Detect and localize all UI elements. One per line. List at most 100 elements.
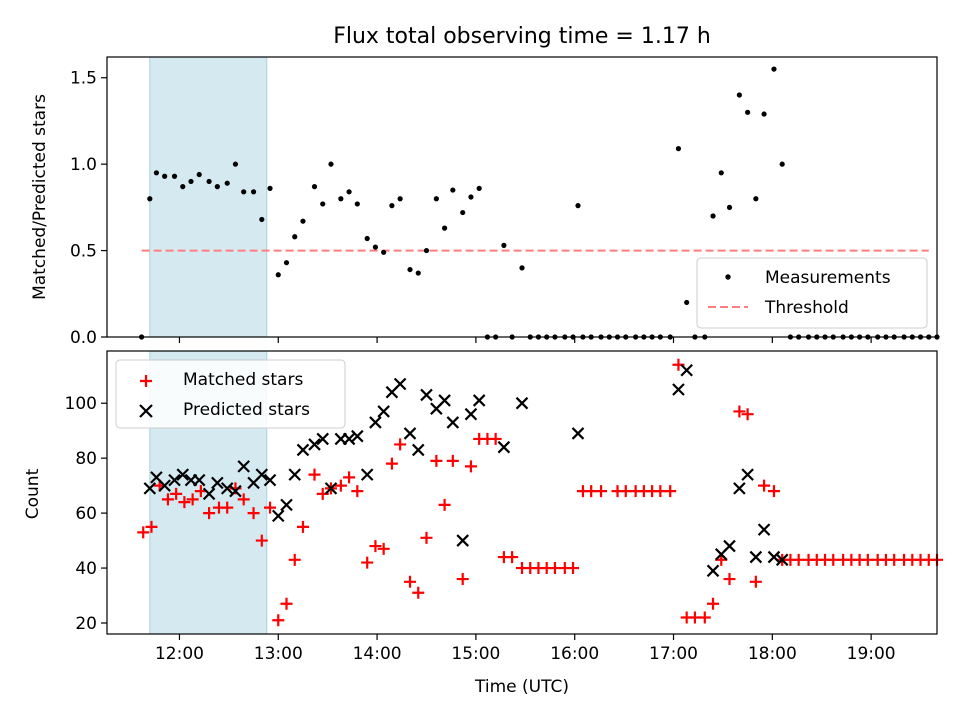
measurement-point-34 (433, 196, 439, 202)
predicted-star-point-17 (288, 468, 302, 481)
predicted-star-point-38 (472, 394, 486, 407)
predicted-star-point-11 (237, 460, 250, 473)
measurement-point-17 (283, 260, 290, 266)
predicted-star-point-48 (741, 468, 754, 481)
matched-star-point-27 (369, 540, 382, 553)
predicted-star-point-44 (706, 564, 720, 578)
predicted-star-point-47 (733, 482, 746, 495)
measurement-point-73 (761, 111, 767, 117)
predicted-star-point-34 (438, 394, 451, 407)
measurement-point-71 (745, 109, 751, 115)
measurement-point-13 (250, 189, 257, 195)
predicted-star-point-36 (456, 534, 469, 547)
measurement-point-39 (476, 185, 482, 191)
matched-star-point-16 (272, 614, 285, 627)
predicted-stars-points-layer (143, 363, 789, 578)
predicted-star-point-30 (403, 427, 417, 440)
measurement-point-18 (292, 234, 298, 240)
bottom-y-tick-label-1: 40 (75, 559, 97, 579)
predicted-star-point-43 (680, 363, 693, 377)
top-y-tick-label-3: 1.5 (70, 69, 97, 89)
matched-star-point-3 (161, 493, 174, 506)
predicted-star-point-19 (308, 438, 321, 451)
top-panel-y-ticks: 0.0 0.5 1.0 1.5 (70, 69, 107, 348)
x-tick-label-0: 12:00 (155, 644, 204, 664)
predicted-star-point-8 (211, 476, 224, 490)
matched-star-point-35 (438, 498, 451, 511)
predicted-star-point-21 (324, 482, 338, 495)
matched-star-point-38 (464, 460, 477, 473)
measurement-point-36 (450, 187, 456, 193)
measurement-point-64 (684, 299, 690, 306)
measurement-point-10 (224, 180, 230, 186)
top-shaded-interval (149, 56, 268, 338)
predicted-star-point-42 (672, 383, 685, 396)
measurement-point-14 (259, 216, 265, 223)
measurement-point-63 (675, 146, 682, 152)
matched-star-point-5 (178, 496, 191, 509)
measurement-point-29 (389, 203, 395, 209)
predicted-star-point-0 (143, 482, 157, 495)
top-y-tick-label-2: 1.0 (70, 155, 97, 175)
predicted-star-point-51 (767, 550, 781, 564)
predicted-star-point-26 (369, 416, 382, 429)
matched-star-point-24 (343, 471, 356, 484)
measurement-point-42 (501, 242, 507, 248)
matched-stars-points-layer (137, 358, 943, 627)
predicted-star-point-16 (280, 498, 293, 512)
predicted-star-point-31 (411, 443, 425, 457)
legend-predicted-label: Predicted stars (183, 400, 310, 420)
predicted-star-point-50 (757, 523, 771, 536)
predicted-star-point-15 (271, 509, 285, 523)
matched-star-point-25 (351, 485, 364, 498)
predicted-star-point-40 (515, 396, 529, 410)
top-legend-box (696, 257, 928, 329)
measurement-point-20 (311, 184, 318, 190)
measurement-point-8 (206, 178, 212, 185)
matched-star-point-0 (137, 526, 150, 539)
measurement-point-2 (153, 170, 160, 176)
matched-star-point-72 (767, 485, 780, 498)
measurement-point-16 (275, 272, 281, 278)
bottom-y-tick-label-2: 60 (75, 504, 97, 524)
measurement-point-37 (460, 209, 466, 216)
predicted-star-point-35 (446, 416, 460, 429)
matched-star-point-12 (237, 493, 250, 506)
matched-star-point-60 (664, 485, 677, 498)
matched-star-point-4 (170, 487, 183, 500)
matched-star-point-23 (334, 479, 347, 492)
measurement-point-26 (364, 235, 370, 242)
top-shaded-interval-layer (149, 56, 268, 338)
x-tick-label-4: 16:00 (550, 644, 599, 664)
top-panel-frame (106, 56, 938, 338)
top-panel: Flux total observing time = 1.17 h Match… (30, 24, 940, 348)
measurement-point-15 (267, 185, 273, 191)
legend-measurements-label: Measurements (765, 268, 891, 288)
legend-matched-label: Matched stars (183, 370, 303, 390)
predicted-star-point-46 (723, 539, 736, 553)
matched-star-point-8 (203, 507, 216, 520)
predicted-star-point-25 (360, 468, 374, 481)
matched-star-point-33 (420, 531, 433, 544)
matched-star-point-15 (264, 501, 277, 514)
matched-star-point-18 (288, 553, 301, 566)
predicted-star-point-2 (158, 479, 171, 492)
x-tick-label-2: 14:00 (353, 644, 402, 664)
top-panel-title: Flux total observing time = 1.17 h (333, 24, 711, 49)
bottom-panel-y-ticks: 20 40 60 80 100 (65, 394, 107, 634)
measurement-point-24 (346, 189, 352, 195)
measurement-point-28 (381, 249, 387, 255)
matched-star-point-37 (456, 573, 469, 586)
predicted-star-point-37 (464, 407, 478, 421)
x-tick-label-1: 13:00 (254, 644, 303, 664)
matched-star-point-41 (489, 432, 502, 445)
matched-star-point-50 (567, 562, 580, 575)
matched-star-point-6 (186, 493, 199, 506)
measurement-point-4 (171, 173, 178, 179)
measurement-point-11 (232, 161, 239, 167)
matched-star-point-36 (446, 454, 459, 467)
measurement-point-68 (718, 170, 724, 176)
measurement-point-23 (338, 196, 344, 202)
predicted-star-point-6 (192, 473, 206, 487)
